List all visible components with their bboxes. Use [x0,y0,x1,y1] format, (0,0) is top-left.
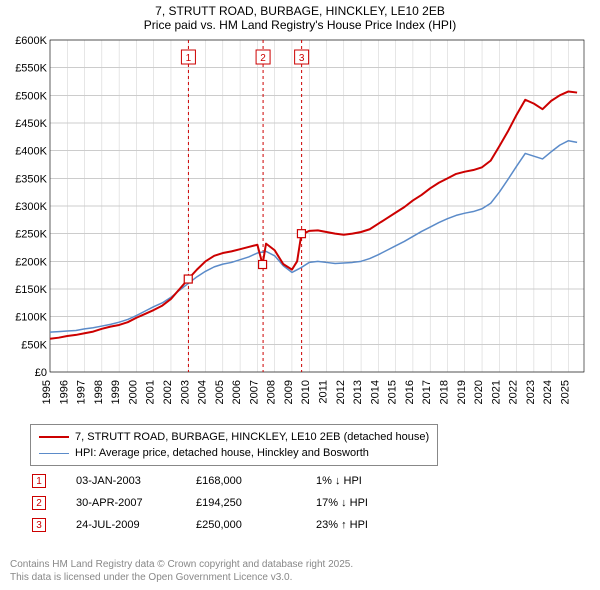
svg-text:2005: 2005 [214,380,226,404]
chart-title: 7, STRUTT ROAD, BURBAGE, HINCKLEY, LE10 … [0,4,600,18]
chart-subtitle: Price paid vs. HM Land Registry's House … [0,18,600,32]
svg-text:2025: 2025 [559,380,571,404]
svg-text:£200K: £200K [15,256,47,268]
event-delta: 23% ↑ HPI [316,519,416,531]
svg-text:£150K: £150K [15,284,47,296]
event-price: £250,000 [196,519,316,531]
svg-text:2000: 2000 [127,380,139,404]
svg-text:2021: 2021 [490,380,502,404]
footer-line1: Contains HM Land Registry data © Crown c… [10,558,353,571]
svg-text:£550K: £550K [15,63,47,75]
svg-text:£400K: £400K [15,146,47,158]
legend: 7, STRUTT ROAD, BURBAGE, HINCKLEY, LE10 … [30,424,438,466]
svg-text:2018: 2018 [438,380,450,404]
svg-text:£500K: £500K [15,90,47,102]
legend-row: 7, STRUTT ROAD, BURBAGE, HINCKLEY, LE10 … [39,429,429,445]
svg-text:£0: £0 [35,367,47,379]
svg-text:2020: 2020 [473,380,485,404]
svg-text:2023: 2023 [525,380,537,404]
svg-text:1996: 1996 [58,380,70,404]
svg-text:2017: 2017 [421,380,433,404]
svg-text:2012: 2012 [335,380,347,404]
event-date: 03-JAN-2003 [76,475,196,487]
svg-text:2015: 2015 [387,380,399,404]
svg-text:£450K: £450K [15,118,47,130]
event-delta: 1% ↓ HPI [316,475,416,487]
legend-row: HPI: Average price, detached house, Hinc… [39,445,429,461]
svg-text:1997: 1997 [76,380,88,404]
svg-text:£50K: £50K [21,339,47,351]
event-marker: 3 [32,518,46,532]
legend-swatch [39,453,69,454]
svg-text:1999: 1999 [110,380,122,404]
event-date: 24-JUL-2009 [76,519,196,531]
event-price: £194,250 [196,497,316,509]
event-row: 3 24-JUL-2009£250,00023% ↑ HPI [30,514,416,536]
svg-text:2009: 2009 [283,380,295,404]
svg-text:2013: 2013 [352,380,364,404]
svg-text:£300K: £300K [15,201,47,213]
svg-text:2019: 2019 [456,380,468,404]
chart-container: 7, STRUTT ROAD, BURBAGE, HINCKLEY, LE10 … [0,0,600,590]
svg-text:2024: 2024 [542,380,554,404]
chart-plot: £0 £50K £100K £150K £200K £250K £300K £350K £400… [10,36,592,416]
event-marker: 2 [32,496,46,510]
svg-text:3: 3 [299,53,305,64]
svg-text:£350K: £350K [15,173,47,185]
legend-swatch [39,436,69,438]
event-row: 2 30-APR-2007£194,25017% ↓ HPI [30,492,416,514]
event-price: £168,000 [196,475,316,487]
svg-text:2002: 2002 [162,380,174,404]
footer-line2: This data is licensed under the Open Gov… [10,571,353,584]
svg-text:2022: 2022 [508,380,520,404]
svg-text:2004: 2004 [197,380,209,404]
event-marker: 1 [32,474,46,488]
event-delta: 17% ↓ HPI [316,497,416,509]
svg-text:£250K: £250K [15,229,47,241]
svg-text:1: 1 [186,53,192,64]
svg-text:2003: 2003 [179,380,191,404]
footer: Contains HM Land Registry data © Crown c… [10,558,353,584]
svg-text:2008: 2008 [266,380,278,404]
chart-svg: £0 £50K £100K £150K £200K £250K £300K £350K £400… [10,36,592,416]
title-area: 7, STRUTT ROAD, BURBAGE, HINCKLEY, LE10 … [0,0,600,32]
svg-text:2: 2 [260,53,266,64]
events-table: 1 03-JAN-2003£168,0001% ↓ HPI 2 30-APR-2007… [30,470,416,536]
svg-text:1995: 1995 [41,380,53,404]
svg-text:2011: 2011 [318,380,330,404]
svg-text:2007: 2007 [248,380,260,404]
svg-text:2001: 2001 [145,380,157,404]
svg-text:£600K: £600K [15,36,47,47]
legend-label: 7, STRUTT ROAD, BURBAGE, HINCKLEY, LE10 … [75,431,429,443]
svg-text:£100K: £100K [15,312,47,324]
svg-text:2016: 2016 [404,380,416,404]
svg-text:1998: 1998 [93,380,105,404]
svg-text:2014: 2014 [369,380,381,404]
event-date: 30-APR-2007 [76,497,196,509]
svg-text:2006: 2006 [231,380,243,404]
event-row: 1 03-JAN-2003£168,0001% ↓ HPI [30,470,416,492]
legend-label: HPI: Average price, detached house, Hinc… [75,447,369,459]
svg-text:2010: 2010 [300,380,312,404]
